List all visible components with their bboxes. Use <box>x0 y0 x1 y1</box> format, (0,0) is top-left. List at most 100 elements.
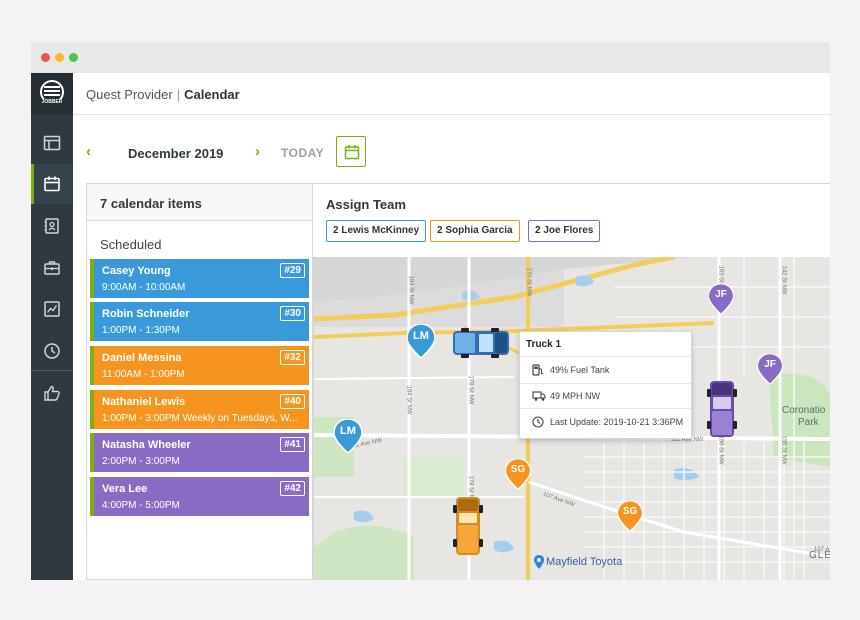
place-label: Coronatio <box>782 405 826 416</box>
popup-divider <box>520 408 691 409</box>
sidebar-item-clients[interactable] <box>31 206 73 246</box>
assign-team-bar: Assign Team 2 Lewis McKinney 2 Sophia Ga… <box>313 183 830 257</box>
sidebar-item-timesheets[interactable] <box>31 331 73 371</box>
popup-divider <box>520 356 691 357</box>
road-label: 142 St NW <box>780 265 787 295</box>
breadcrumb: Quest Provider | Calendar <box>86 87 240 102</box>
calendar-item-name: Daniel Messina <box>102 352 182 364</box>
dashboard-icon <box>43 135 61 151</box>
calendar-item[interactable]: Daniel Messina 11:00AM - 1:00PM #32 <box>90 346 309 385</box>
map-pin-initials: SG <box>622 506 638 517</box>
date-picker-button[interactable] <box>336 136 366 167</box>
map-pin-sophia-garcia[interactable]: SG <box>616 500 644 533</box>
map-pin-icon <box>707 283 735 316</box>
calendar-item-number: #40 <box>280 394 305 409</box>
calendar-toolbar: ‹ December 2019 › TODAY <box>73 116 830 184</box>
calendar-item-name: Casey Young <box>102 265 171 277</box>
calendar-icon <box>344 145 360 160</box>
calendar-icon <box>44 176 60 192</box>
team-chip-joe-flores[interactable]: 2 Joe Flores <box>528 220 601 242</box>
poi-label[interactable]: Mayfield Toyota <box>546 556 623 568</box>
calendar-items-panel: 7 calendar items Scheduled Casey Young 9… <box>86 183 313 580</box>
road-label: 107 A <box>814 547 830 553</box>
today-button[interactable]: TODAY <box>281 146 325 160</box>
calendar-item-number: #29 <box>280 263 305 278</box>
road-label: 156 St NW <box>780 435 787 465</box>
breadcrumb-page: Calendar <box>184 87 240 102</box>
truck-icon-orange[interactable] <box>452 495 484 557</box>
calendar-item-time: 1:00PM - 1:30PM <box>102 325 180 336</box>
map-pin-initials: JF <box>764 359 776 370</box>
assign-team-title: Assign Team <box>326 197 406 212</box>
window-titlebar <box>31 42 830 73</box>
sidebar-divider <box>31 370 73 371</box>
close-window-dot[interactable] <box>41 53 50 62</box>
map-pin-lewis-mckinney[interactable]: LM <box>333 418 363 454</box>
calendar-item-number: #41 <box>280 437 305 452</box>
calendar-item[interactable]: Vera Lee 4:00PM - 5:00PM #42 <box>90 477 309 516</box>
location-pin-icon <box>534 555 544 569</box>
jobber-logo[interactable]: JOBBER <box>31 73 73 114</box>
dispatch-map[interactable]: 111 Ave NW 111 Ave NW 107 Ave NW 107 A 1… <box>313 257 830 580</box>
sidebar-item-feedback[interactable] <box>31 373 73 413</box>
truck-speed-icon <box>532 391 546 401</box>
top-header: Quest Provider | Calendar <box>73 73 830 115</box>
last-update: Last Update: 2019-10-21 3:36PM <box>550 417 684 427</box>
road-label: 184 St NW <box>407 275 414 305</box>
place-label: GLE <box>809 550 830 561</box>
popup-divider <box>520 383 691 384</box>
calendar-item-time: 1:00PM - 3:00PM Weekly on Tuesdays, W... <box>102 413 298 424</box>
breadcrumb-company[interactable]: Quest Provider <box>86 87 173 102</box>
map-base <box>314 257 830 580</box>
prev-month-button[interactable]: ‹ <box>86 143 91 160</box>
truck-icon-purple[interactable] <box>706 379 738 439</box>
fuel-pump-icon <box>532 364 544 376</box>
map-pin-icon <box>504 458 532 491</box>
map-pin-initials: LM <box>340 425 356 437</box>
truck-icon-blue[interactable] <box>451 327 511 359</box>
map-pin-joe-flores[interactable]: JF <box>756 353 784 386</box>
next-month-button[interactable]: › <box>255 143 260 160</box>
sidebar-item-work[interactable] <box>31 248 73 288</box>
calendar-item[interactable]: Natasha Wheeler 2:00PM - 3:00PM #41 <box>90 433 309 472</box>
map-pin-initials: JF <box>715 289 727 300</box>
reports-icon <box>44 301 60 317</box>
road-label: 111 Ave NW <box>671 437 704 443</box>
calendar-item-number: #30 <box>280 306 305 321</box>
calendar-item-time: 11:00AM - 1:00PM <box>102 369 185 380</box>
calendar-items-count: 7 calendar items <box>100 196 202 211</box>
road-label: 156 St NW <box>717 435 724 465</box>
truck-name: Truck 1 <box>526 339 562 350</box>
logo-text: JOBBER <box>42 99 63 105</box>
place-label: Park <box>798 417 819 428</box>
maximize-window-dot[interactable] <box>69 53 78 62</box>
sidebar: JOBBER <box>31 73 73 580</box>
team-chip-sophia-garcia[interactable]: 2 Sophia Garcia <box>430 220 520 242</box>
truck-speed: 49 MPH NW <box>550 391 601 401</box>
contacts-icon <box>44 218 59 234</box>
calendar-item-time: 4:00PM - 5:00PM <box>102 500 180 511</box>
calendar-item-name: Robin Schneider <box>102 308 190 320</box>
map-pin-lewis-mckinney[interactable]: LM <box>406 323 436 359</box>
calendar-items-header: 7 calendar items <box>87 184 312 221</box>
calendar-item[interactable]: Nathaniel Lewis 1:00PM - 3:00PM Weekly o… <box>90 390 309 429</box>
sidebar-item-dashboard[interactable] <box>31 123 73 163</box>
calendar-item[interactable]: Casey Young 9:00AM - 10:00AM #29 <box>90 259 309 298</box>
map-pin-icon <box>756 353 784 386</box>
map-pin-initials: SG <box>510 464 526 475</box>
team-chip-lewis-mckinney[interactable]: 2 Lewis McKinney <box>326 220 427 242</box>
map-pin-initials: LM <box>413 330 429 342</box>
fuel-level: 49% Fuel Tank <box>550 365 610 375</box>
calendar-item-time: 9:00AM - 10:00AM <box>102 282 186 293</box>
sidebar-item-reports[interactable] <box>31 289 73 329</box>
map-pin-sophia-garcia[interactable]: SG <box>504 458 532 491</box>
sidebar-item-calendar[interactable] <box>31 164 73 204</box>
briefcase-icon <box>44 261 60 275</box>
calendar-item-name: Natasha Wheeler <box>102 439 191 451</box>
current-month: December 2019 <box>128 146 224 161</box>
calendar-item[interactable]: Robin Schneider 1:00PM - 1:30PM #30 <box>90 302 309 341</box>
map-pin-joe-flores[interactable]: JF <box>707 283 735 316</box>
minimize-window-dot[interactable] <box>55 53 64 62</box>
road-label: 184 St NW <box>405 385 412 415</box>
scheduled-section-label: Scheduled <box>100 237 162 252</box>
